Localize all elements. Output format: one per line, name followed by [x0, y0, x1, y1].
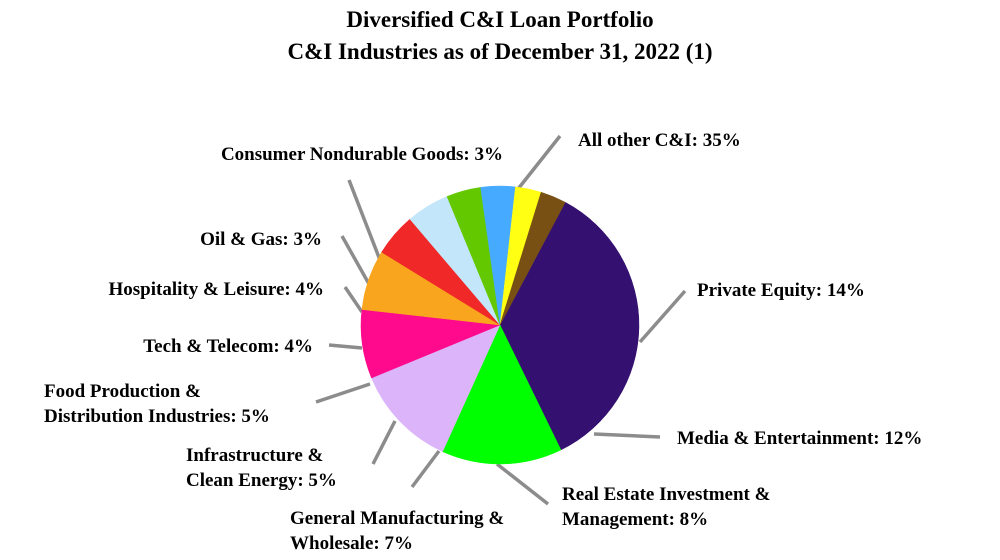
slice-label: Tech & Telecom: 4%: [143, 336, 313, 357]
leader-line: [593, 432, 661, 439]
leader-line: [410, 449, 441, 489]
slice-label-line: Real Estate Investment &: [562, 484, 770, 505]
slice-label-line: Infrastructure &: [186, 445, 323, 466]
pie-slices: [360, 185, 640, 465]
slice-label-line: Distribution Industries: 5%: [44, 406, 270, 427]
slice-label-line: Consumer Nondurable Goods: 3%: [221, 144, 503, 165]
slice-label-line: Management: 8%: [562, 509, 708, 530]
slice-label: All other C&I: 35%: [578, 130, 741, 151]
slice-label-line: General Manufacturing &: [290, 508, 504, 529]
slice-label-line: All other C&I: 35%: [578, 130, 741, 151]
slice-label-line: Tech & Telecom: 4%: [143, 336, 313, 357]
leader-line: [638, 289, 687, 344]
pie-slice: [499, 191, 566, 326]
slice-label: Real Estate Investment & Management: 8%: [562, 484, 770, 530]
leader-lines: [315, 134, 687, 506]
slice-label-line: Wholesale: 7%: [290, 533, 413, 554]
slice-label: Food Production & Distribution Industries…: [44, 381, 270, 427]
leader-line: [343, 286, 364, 313]
leader-line: [347, 179, 382, 261]
pie-slice: [442, 324, 562, 465]
chart-subtitle: C&I Industries as of December 31, 2022 (…: [287, 39, 713, 64]
slice-labels: All other C&I: 35% Private Equity: 14% Med…: [44, 130, 922, 554]
leader-line: [340, 235, 371, 285]
slice-label: Private Equity: 14%: [697, 280, 865, 301]
leader-line: [328, 343, 363, 350]
slice-label: Oil & Gas: 3%: [200, 229, 322, 250]
slice-label: Hospitality & Leisure: 4%: [108, 279, 324, 300]
pie-slice: [371, 324, 501, 452]
pie-slice: [499, 201, 640, 451]
slice-label: General Manufacturing & Wholesale: 7%: [290, 508, 504, 554]
leader-line: [516, 134, 562, 191]
leader-line: [371, 420, 397, 465]
leader-line: [495, 462, 550, 506]
slice-label-line: Hospitality & Leisure: 4%: [108, 279, 324, 300]
slice-label-line: Food Production &: [44, 381, 201, 402]
slice-label-line: Oil & Gas: 3%: [200, 229, 322, 250]
slice-label-line: Private Equity: 14%: [697, 280, 865, 301]
leader-line: [315, 382, 371, 404]
slice-label: Consumer Nondurable Goods: 3%: [221, 144, 503, 165]
slice-label-line: Clean Energy: 5%: [186, 470, 337, 491]
chart-title: Diversified C&I Loan Portfolio: [346, 7, 654, 32]
slice-label: Infrastructure & Clean Energy: 5%: [186, 445, 337, 491]
slice-label: Media & Entertainment: 12%: [677, 428, 922, 449]
slice-label-line: Media & Entertainment: 12%: [677, 428, 922, 449]
